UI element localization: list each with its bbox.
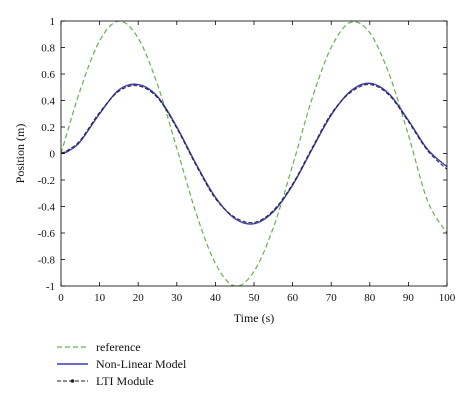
x-tick-label: 100 bbox=[439, 292, 456, 304]
y-tick-label: 0.6 bbox=[41, 69, 55, 81]
x-tick-label: 20 bbox=[133, 292, 145, 304]
y-tick-label: -0.4 bbox=[38, 202, 56, 214]
y-tick-label: 0.8 bbox=[41, 43, 55, 55]
x-tick-label: 40 bbox=[210, 292, 222, 304]
x-tick-label: 50 bbox=[249, 292, 261, 304]
x-axis-label: Time (s) bbox=[234, 311, 275, 325]
legend: reference Non-Linear Model LTI Module bbox=[57, 340, 187, 388]
y-tick-label: -0.8 bbox=[38, 255, 56, 267]
x-tick-label: 0 bbox=[58, 292, 64, 304]
y-tick-label: 0.4 bbox=[41, 96, 55, 108]
x-tick-label: 60 bbox=[287, 292, 299, 304]
series-line-1 bbox=[61, 21, 447, 286]
legend-label-2: Non-Linear Model bbox=[96, 357, 187, 371]
y-tick-label: 1 bbox=[50, 16, 56, 28]
series-line-3 bbox=[61, 84, 447, 224]
y-tick-label: -1 bbox=[46, 281, 55, 293]
x-tick-label: 90 bbox=[403, 292, 415, 304]
y-tick-label: -0.6 bbox=[38, 228, 56, 240]
y-axis-label: Position (m) bbox=[13, 124, 27, 184]
plot-area bbox=[61, 21, 447, 286]
legend-label-1: reference bbox=[96, 340, 141, 354]
x-tick-label: 10 bbox=[94, 292, 106, 304]
x-tick-label: 80 bbox=[364, 292, 376, 304]
axes: 0 10 20 30 40 50 60 70 80 90 100-1-0.8-0.6-0.4-0.2… bbox=[13, 16, 456, 325]
legend-label-3: LTI Module bbox=[96, 374, 154, 388]
x-tick-label: 30 bbox=[171, 292, 183, 304]
series-line-2 bbox=[61, 82, 447, 225]
y-tick-label: -0.2 bbox=[38, 175, 55, 187]
y-tick-label: 0 bbox=[50, 149, 56, 161]
legend-marker-3 bbox=[70, 379, 75, 383]
y-tick-label: 0.2 bbox=[41, 122, 55, 134]
axes-frame bbox=[60, 20, 448, 287]
x-tick-label: 70 bbox=[326, 292, 338, 304]
